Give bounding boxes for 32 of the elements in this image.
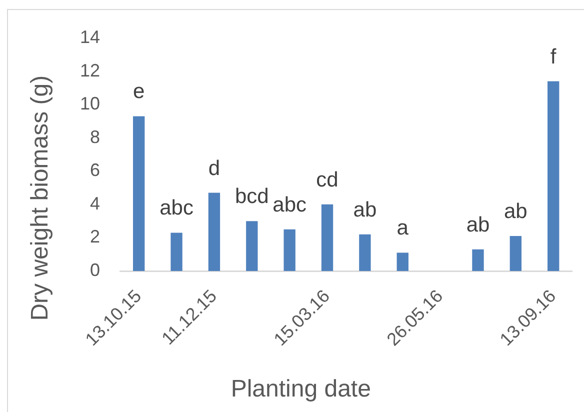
bar [548,81,560,271]
bar [246,221,258,271]
y-tick-label: 2 [90,226,100,247]
y-axis-title: Dry weight biomass (g) [26,75,54,321]
y-tick-label: 6 [90,160,100,180]
bar [472,249,484,271]
bar [321,204,334,271]
bar [359,234,371,271]
data-label: ab [353,198,377,222]
y-tick-label: 12 [80,60,100,80]
data-label: ab [504,200,528,224]
data-label: f [550,45,556,68]
bar [208,192,220,271]
y-tick-label: 0 [90,260,100,280]
y-tick-label: 10 [80,94,100,114]
data-label: a [396,216,409,240]
bar [284,229,296,271]
y-tick-label: 4 [90,193,100,214]
bar [170,232,182,271]
data-label: d [208,156,220,180]
bar [396,252,408,271]
data-label: bcd [234,185,269,208]
bar [133,116,145,271]
data-label: e [133,80,145,104]
y-tick-label: 8 [90,126,100,147]
data-label: ab [466,213,490,236]
bar [510,236,522,271]
y-tick-label: 14 [80,26,100,47]
data-label: cd [316,168,338,192]
x-axis-title: Planting date [230,376,371,403]
data-label: abc [160,196,194,220]
data-label: abc [272,193,306,216]
